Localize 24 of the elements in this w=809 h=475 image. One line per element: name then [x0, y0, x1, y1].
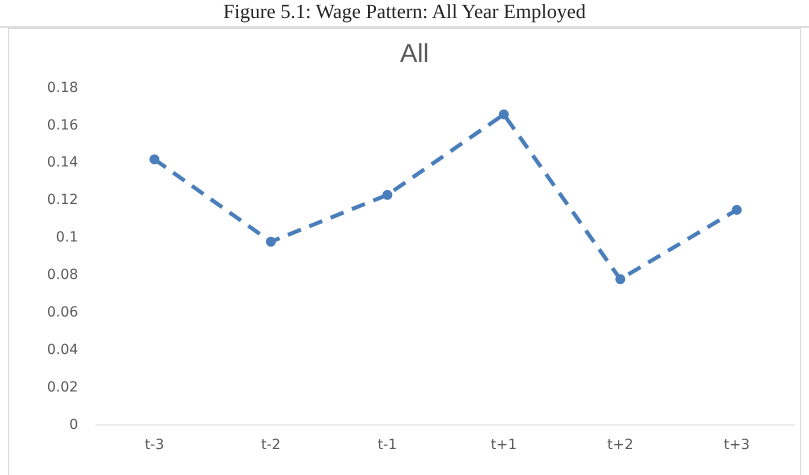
x-tick-label: t-3: [144, 437, 164, 454]
point: [498, 109, 509, 120]
y-tick-label: 0.18: [47, 80, 78, 96]
y-tick-label: 0.06: [47, 304, 78, 321]
y-tick-label: 0.14: [47, 154, 78, 171]
x-tick-label: t+2: [607, 437, 634, 454]
y-tick-label: 0.1: [56, 230, 78, 246]
y-tick-label: 0.04: [47, 342, 78, 358]
x-tick-label: t+3: [724, 437, 750, 454]
x-tick-label: t-2: [261, 437, 281, 454]
x-tick-label: t+1: [490, 437, 517, 454]
y-tick-label: 0.16: [47, 117, 78, 134]
y-tick-label: 0.12: [47, 192, 78, 208]
point: [266, 236, 276, 247]
y-tick-label: 0: [69, 416, 78, 433]
point: [615, 274, 626, 284]
y-tick-label: 0.08: [47, 267, 78, 284]
point: [149, 154, 160, 164]
point: [732, 204, 742, 215]
chart-title: All: [400, 38, 429, 68]
point: [382, 190, 392, 200]
caption: Figure 5.1: Wage Pattern: All Year Employed: [0, 0, 809, 28]
y-tick-label: 0.02: [47, 379, 78, 396]
x-tick-label: t-1: [378, 437, 398, 454]
